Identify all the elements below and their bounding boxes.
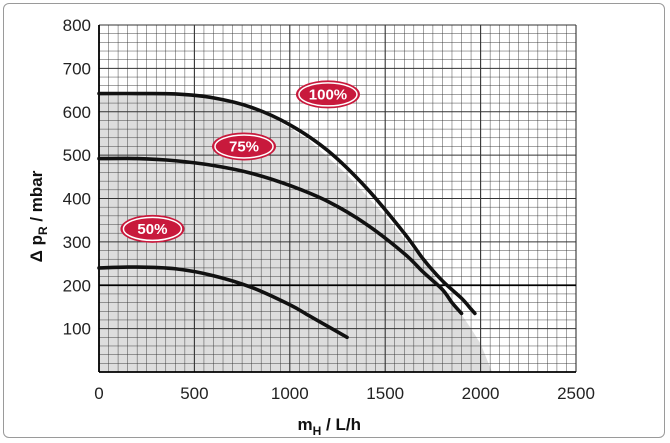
- line-chart: 0 500 1000 1500 2000 2500 100 200 300 400 500 600 70…: [27, 16, 595, 438]
- series-badge-ring: [298, 82, 358, 107]
- y-tick-label: 600: [63, 103, 91, 122]
- x-tick-label: 1000: [271, 384, 309, 403]
- series-badge-label: 75%: [229, 138, 259, 155]
- series-badge-label: 50%: [137, 221, 167, 238]
- y-tick-label: 200: [63, 276, 91, 295]
- series-badge-label: 100%: [309, 86, 347, 103]
- x-tick-label: 0: [94, 384, 103, 403]
- series-badges: 100% 75% 50%: [120, 80, 360, 243]
- x-axis-label: mH / L/h: [298, 415, 361, 438]
- x-tick-label: 1500: [366, 384, 404, 403]
- series-badge-ring: [122, 216, 183, 242]
- chart-frame: 0 500 1000 1500 2000 2500 100 200 300 400 500 600 70…: [3, 3, 665, 438]
- y-tick-label: 100: [63, 320, 91, 339]
- series-badge: [295, 80, 360, 109]
- series-badge: [212, 132, 277, 161]
- curve-50pct: [97, 265, 349, 340]
- y-tick-label: 800: [63, 16, 91, 35]
- tick-labels: 0 500 1000 1500 2000 2500 100 200 300 400 500 600 70…: [63, 16, 595, 403]
- y-axis-label: Δ pR / mbar: [27, 170, 50, 262]
- y-tick-label: 400: [63, 190, 91, 209]
- y-tick-label: 500: [63, 146, 91, 165]
- series-badge: [120, 214, 185, 243]
- chart-curves: [97, 91, 477, 340]
- x-tick-label: 2500: [557, 384, 595, 403]
- y-tick-label: 700: [63, 59, 91, 78]
- curve-75pct: [97, 156, 464, 316]
- y-tick-label: 300: [63, 233, 91, 252]
- curve-100pct: [97, 91, 477, 316]
- series-badge-ring: [214, 134, 274, 159]
- x-tick-label: 500: [180, 384, 208, 403]
- x-tick-label: 2000: [462, 384, 500, 403]
- chart-grid: [98, 24, 577, 373]
